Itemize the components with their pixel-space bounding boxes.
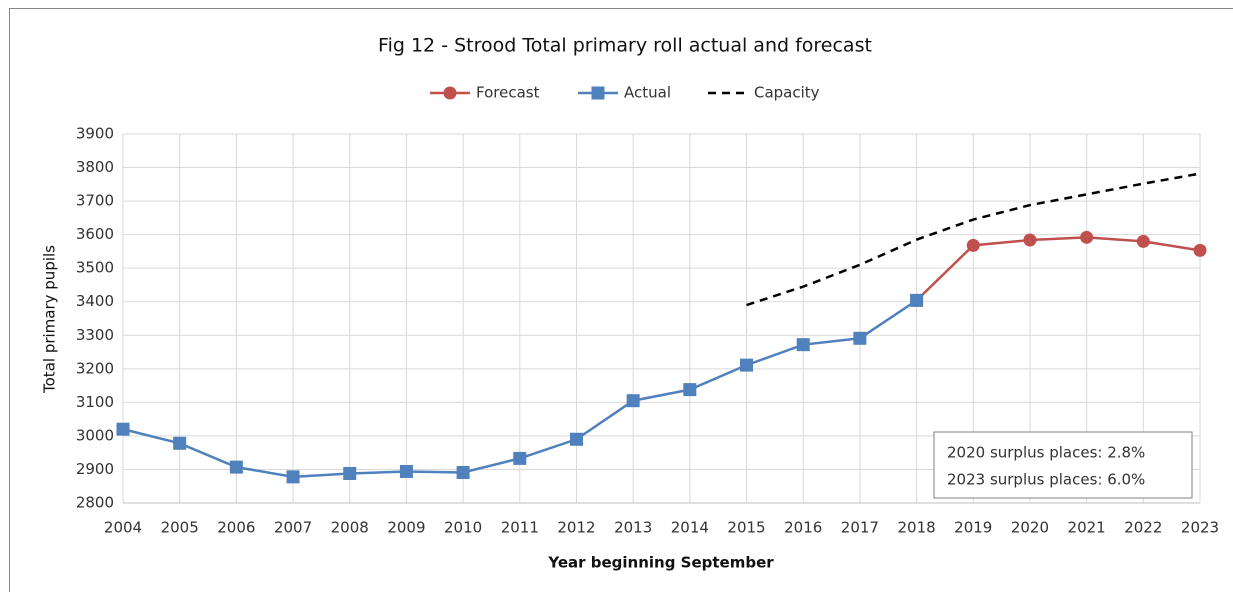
x-tick-label: 2016	[784, 519, 822, 537]
marker	[173, 437, 186, 450]
chart-title: Fig 12 - Strood Total primary roll actua…	[378, 35, 872, 57]
marker	[1023, 234, 1036, 247]
x-tick-label: 2008	[331, 519, 369, 537]
marker	[627, 394, 640, 407]
y-tick-label: 3900	[76, 125, 114, 143]
x-tick-label: 2023	[1181, 519, 1219, 537]
x-tick-label: 2009	[387, 519, 425, 537]
x-tick-label: 2020	[1011, 519, 1049, 537]
x-tick-label: 2021	[1068, 519, 1106, 537]
legend: Forecast Actual Capacity	[430, 84, 820, 102]
marker	[287, 470, 300, 483]
marker	[1194, 244, 1207, 257]
marker	[1137, 235, 1150, 248]
marker	[740, 359, 753, 372]
y-axis-title: Total primary pupils	[41, 245, 59, 394]
marker	[910, 294, 923, 307]
y-tick-label: 3300	[76, 326, 114, 344]
marker	[967, 239, 980, 252]
x-tick-label: 2017	[841, 519, 879, 537]
x-tick-label: 2007	[274, 519, 312, 537]
legend-label: Capacity	[754, 84, 820, 102]
marker	[117, 423, 130, 436]
y-tick-label: 3200	[76, 359, 114, 377]
y-tick-label: 3800	[76, 158, 114, 176]
marker	[343, 467, 356, 480]
marker	[513, 452, 526, 465]
chart-frame	[10, 9, 1233, 593]
marker	[797, 338, 810, 351]
y-tick-label: 3000	[76, 426, 114, 444]
y-tick-label: 3700	[76, 192, 114, 210]
x-tick-label: 2010	[444, 519, 482, 537]
x-tick-label: 2005	[161, 519, 199, 537]
y-tick-label: 3100	[76, 393, 114, 411]
marker	[400, 465, 413, 478]
x-tick-label: 2006	[217, 519, 255, 537]
legend-label: Forecast	[476, 84, 540, 102]
x-tick-label: 2004	[104, 519, 142, 537]
y-tick-label: 3600	[76, 225, 114, 243]
x-tick-label: 2019	[954, 519, 992, 537]
x-tick-label: 2022	[1124, 519, 1162, 537]
y-tick-label: 2800	[76, 494, 114, 512]
marker	[444, 87, 457, 100]
y-tick-label: 3400	[76, 292, 114, 310]
annotation: 2020 surplus places: 2.8%	[947, 444, 1145, 462]
x-tick-label: 2015	[727, 519, 765, 537]
x-tick-label: 2011	[501, 519, 539, 537]
x-tick-label: 2018	[897, 519, 935, 537]
marker	[1080, 231, 1093, 244]
x-tick-label: 2012	[557, 519, 595, 537]
legend-label: Actual	[624, 84, 671, 102]
marker	[592, 87, 605, 100]
marker	[457, 466, 470, 479]
x-tick-label: 2014	[671, 519, 709, 537]
y-tick-label: 2900	[76, 460, 114, 478]
marker	[230, 461, 243, 474]
marker	[570, 433, 583, 446]
marker	[853, 332, 866, 345]
marker	[683, 383, 696, 396]
annotation: 2023 surplus places: 6.0%	[947, 471, 1145, 489]
x-axis-title: Year beginning September	[547, 554, 774, 572]
x-tick-label: 2013	[614, 519, 652, 537]
y-tick-label: 3500	[76, 259, 114, 277]
